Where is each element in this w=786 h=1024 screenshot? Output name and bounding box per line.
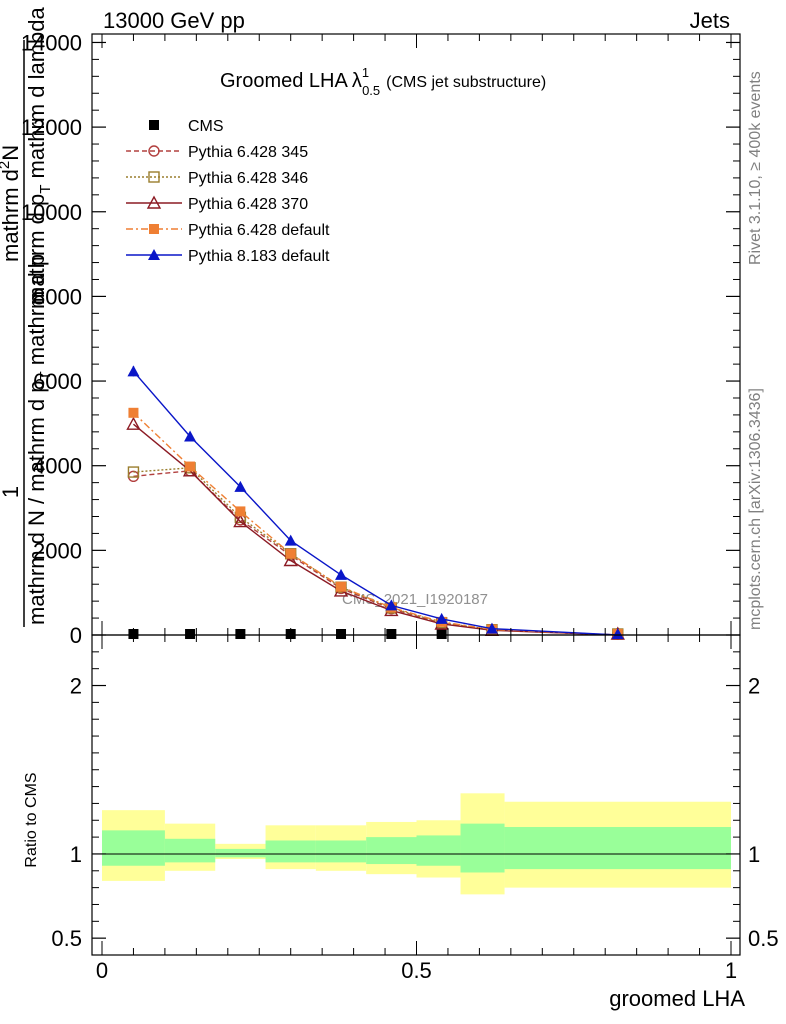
data-point-3-0 [126, 416, 141, 430]
main-ylabel: 1 mathrm d N / mathrm d pT mathrm d p ma… [0, 6, 54, 627]
legend-marker-1 [148, 145, 160, 157]
ratio-y-tick-label-right-0: 0.5 [748, 926, 779, 951]
ratio-band-green-5 [366, 837, 417, 865]
data-point-5-6 [435, 612, 448, 624]
ratio-band-green-6 [416, 835, 461, 866]
ratio-y-tick-label-left-0: 0.5 [51, 926, 82, 951]
data-point-5-4 [335, 568, 348, 580]
ratio-y-tick-label-right-2: 2 [748, 674, 760, 699]
y-tick-label-4: 8000 [33, 284, 82, 309]
data-point-5-3 [284, 534, 297, 546]
legend-marker-2 [148, 171, 160, 183]
ratio-band-green-8 [504, 827, 731, 870]
y-tick-label-5: 10000 [21, 200, 82, 225]
ratio-bands [102, 793, 731, 895]
legend-marker-5 [148, 249, 160, 260]
data-point-4-2 [235, 506, 246, 517]
ratio-y-tick-label-left-1: 1 [70, 842, 82, 867]
ratio-band-green-4 [315, 840, 367, 863]
y-tick-label-3: 6000 [33, 369, 82, 394]
data-point-0-5 [386, 629, 397, 639]
header-right: Jets [690, 8, 730, 33]
legend-label-5: Pythia 8.183 default [188, 248, 330, 265]
data-point-5-0 [127, 365, 140, 377]
data-point-5-2 [234, 480, 247, 492]
y-tick-label-1: 2000 [33, 538, 82, 563]
ylabel-num-den: mathrm d pT mathrm d lambda [24, 6, 54, 305]
legend: CMS Pythia 6.428 345 Pythia 6.428 346 Pythi… [126, 118, 330, 265]
header-left: 13000 GeV pp [103, 8, 245, 33]
x-tick-label-1: 0.5 [401, 958, 432, 983]
y-tick-label-2: 4000 [33, 454, 82, 479]
data-point-0-6 [436, 629, 447, 639]
data-point-3-2 [233, 514, 248, 528]
legend-label-3: Pythia 6.428 370 [188, 196, 308, 213]
data-point-5-1 [184, 430, 197, 442]
legend-marker-4 [149, 224, 159, 234]
ratio-y-tick-label-left-2: 2 [70, 674, 82, 699]
ratio-band-green-7 [460, 823, 505, 873]
legend-label-2: Pythia 6.428 346 [188, 170, 308, 187]
data-point-4-3 [285, 548, 296, 559]
series-layer [126, 365, 625, 640]
plot-title: Groomed LHA λ1 0.5 (CMS jet substructure) [220, 65, 546, 98]
ratio-band-green-3 [265, 840, 316, 863]
rivet-label: Rivet 3.1.10, ≥ 400k events [747, 71, 764, 265]
ratio-band-green-0 [102, 830, 165, 866]
ratio-y-tick-label-right-1: 1 [748, 842, 760, 867]
series-5 [127, 365, 624, 639]
legend-marker-3 [146, 195, 162, 209]
ylabel-den: mathrm d N / mathrm d pT mathrm d p [24, 254, 54, 625]
ylabel-one: 1 [0, 486, 23, 498]
legend-label-1: Pythia 6.428 345 [188, 144, 308, 161]
data-point-0-4 [336, 629, 347, 639]
x-tick-label-2: 1 [725, 958, 737, 983]
mcplots-label: mcplots.cern.ch [arXiv:1306.3436] [747, 388, 764, 630]
data-point-5-8 [611, 628, 624, 639]
legend-label-4: Pythia 6.428 default [188, 222, 330, 239]
axes-layer: 0 2000 4000 6000 8000 10000 12000 14000 0 0.5 1 0.5… [21, 30, 779, 983]
ratio-band-green-1 [164, 838, 216, 863]
data-point-2-0 [127, 466, 140, 478]
data-point-0-1 [185, 629, 196, 639]
data-point-5-5 [385, 599, 398, 611]
legend-label-0: CMS [188, 118, 224, 135]
y-tick-label-0: 0 [70, 623, 82, 648]
data-point-0-2 [235, 629, 246, 639]
data-point-5-7 [485, 622, 498, 634]
ratio-band-green-2 [215, 848, 266, 858]
data-point-4-1 [185, 461, 196, 472]
y-tick-label-7: 14000 [21, 30, 82, 55]
legend-marker-0 [149, 120, 159, 130]
x-tick-label-0: 0 [96, 958, 108, 983]
ylabel-num: mathrm d2N [0, 145, 23, 262]
y-tick-label-6: 12000 [21, 115, 82, 140]
data-point-4-0 [128, 407, 139, 418]
data-point-4-4 [336, 581, 347, 592]
x-axis-label: groomed LHA [609, 986, 745, 1011]
ratio-ylabel: Ratio to CMS [23, 772, 40, 867]
data-point-3-3 [283, 553, 298, 567]
